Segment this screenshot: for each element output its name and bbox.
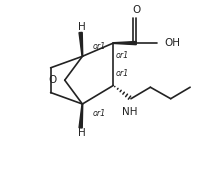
Text: or1: or1 <box>93 109 106 118</box>
Text: O: O <box>48 75 57 85</box>
Polygon shape <box>113 41 136 45</box>
Polygon shape <box>79 32 83 56</box>
Text: OH: OH <box>165 38 181 48</box>
Text: or1: or1 <box>116 51 129 60</box>
Text: H: H <box>78 128 85 138</box>
Text: H: H <box>78 22 85 32</box>
Text: NH: NH <box>122 107 138 117</box>
Text: O: O <box>132 5 140 15</box>
Text: or1: or1 <box>93 42 106 51</box>
Polygon shape <box>79 104 83 128</box>
Text: or1: or1 <box>116 69 129 78</box>
